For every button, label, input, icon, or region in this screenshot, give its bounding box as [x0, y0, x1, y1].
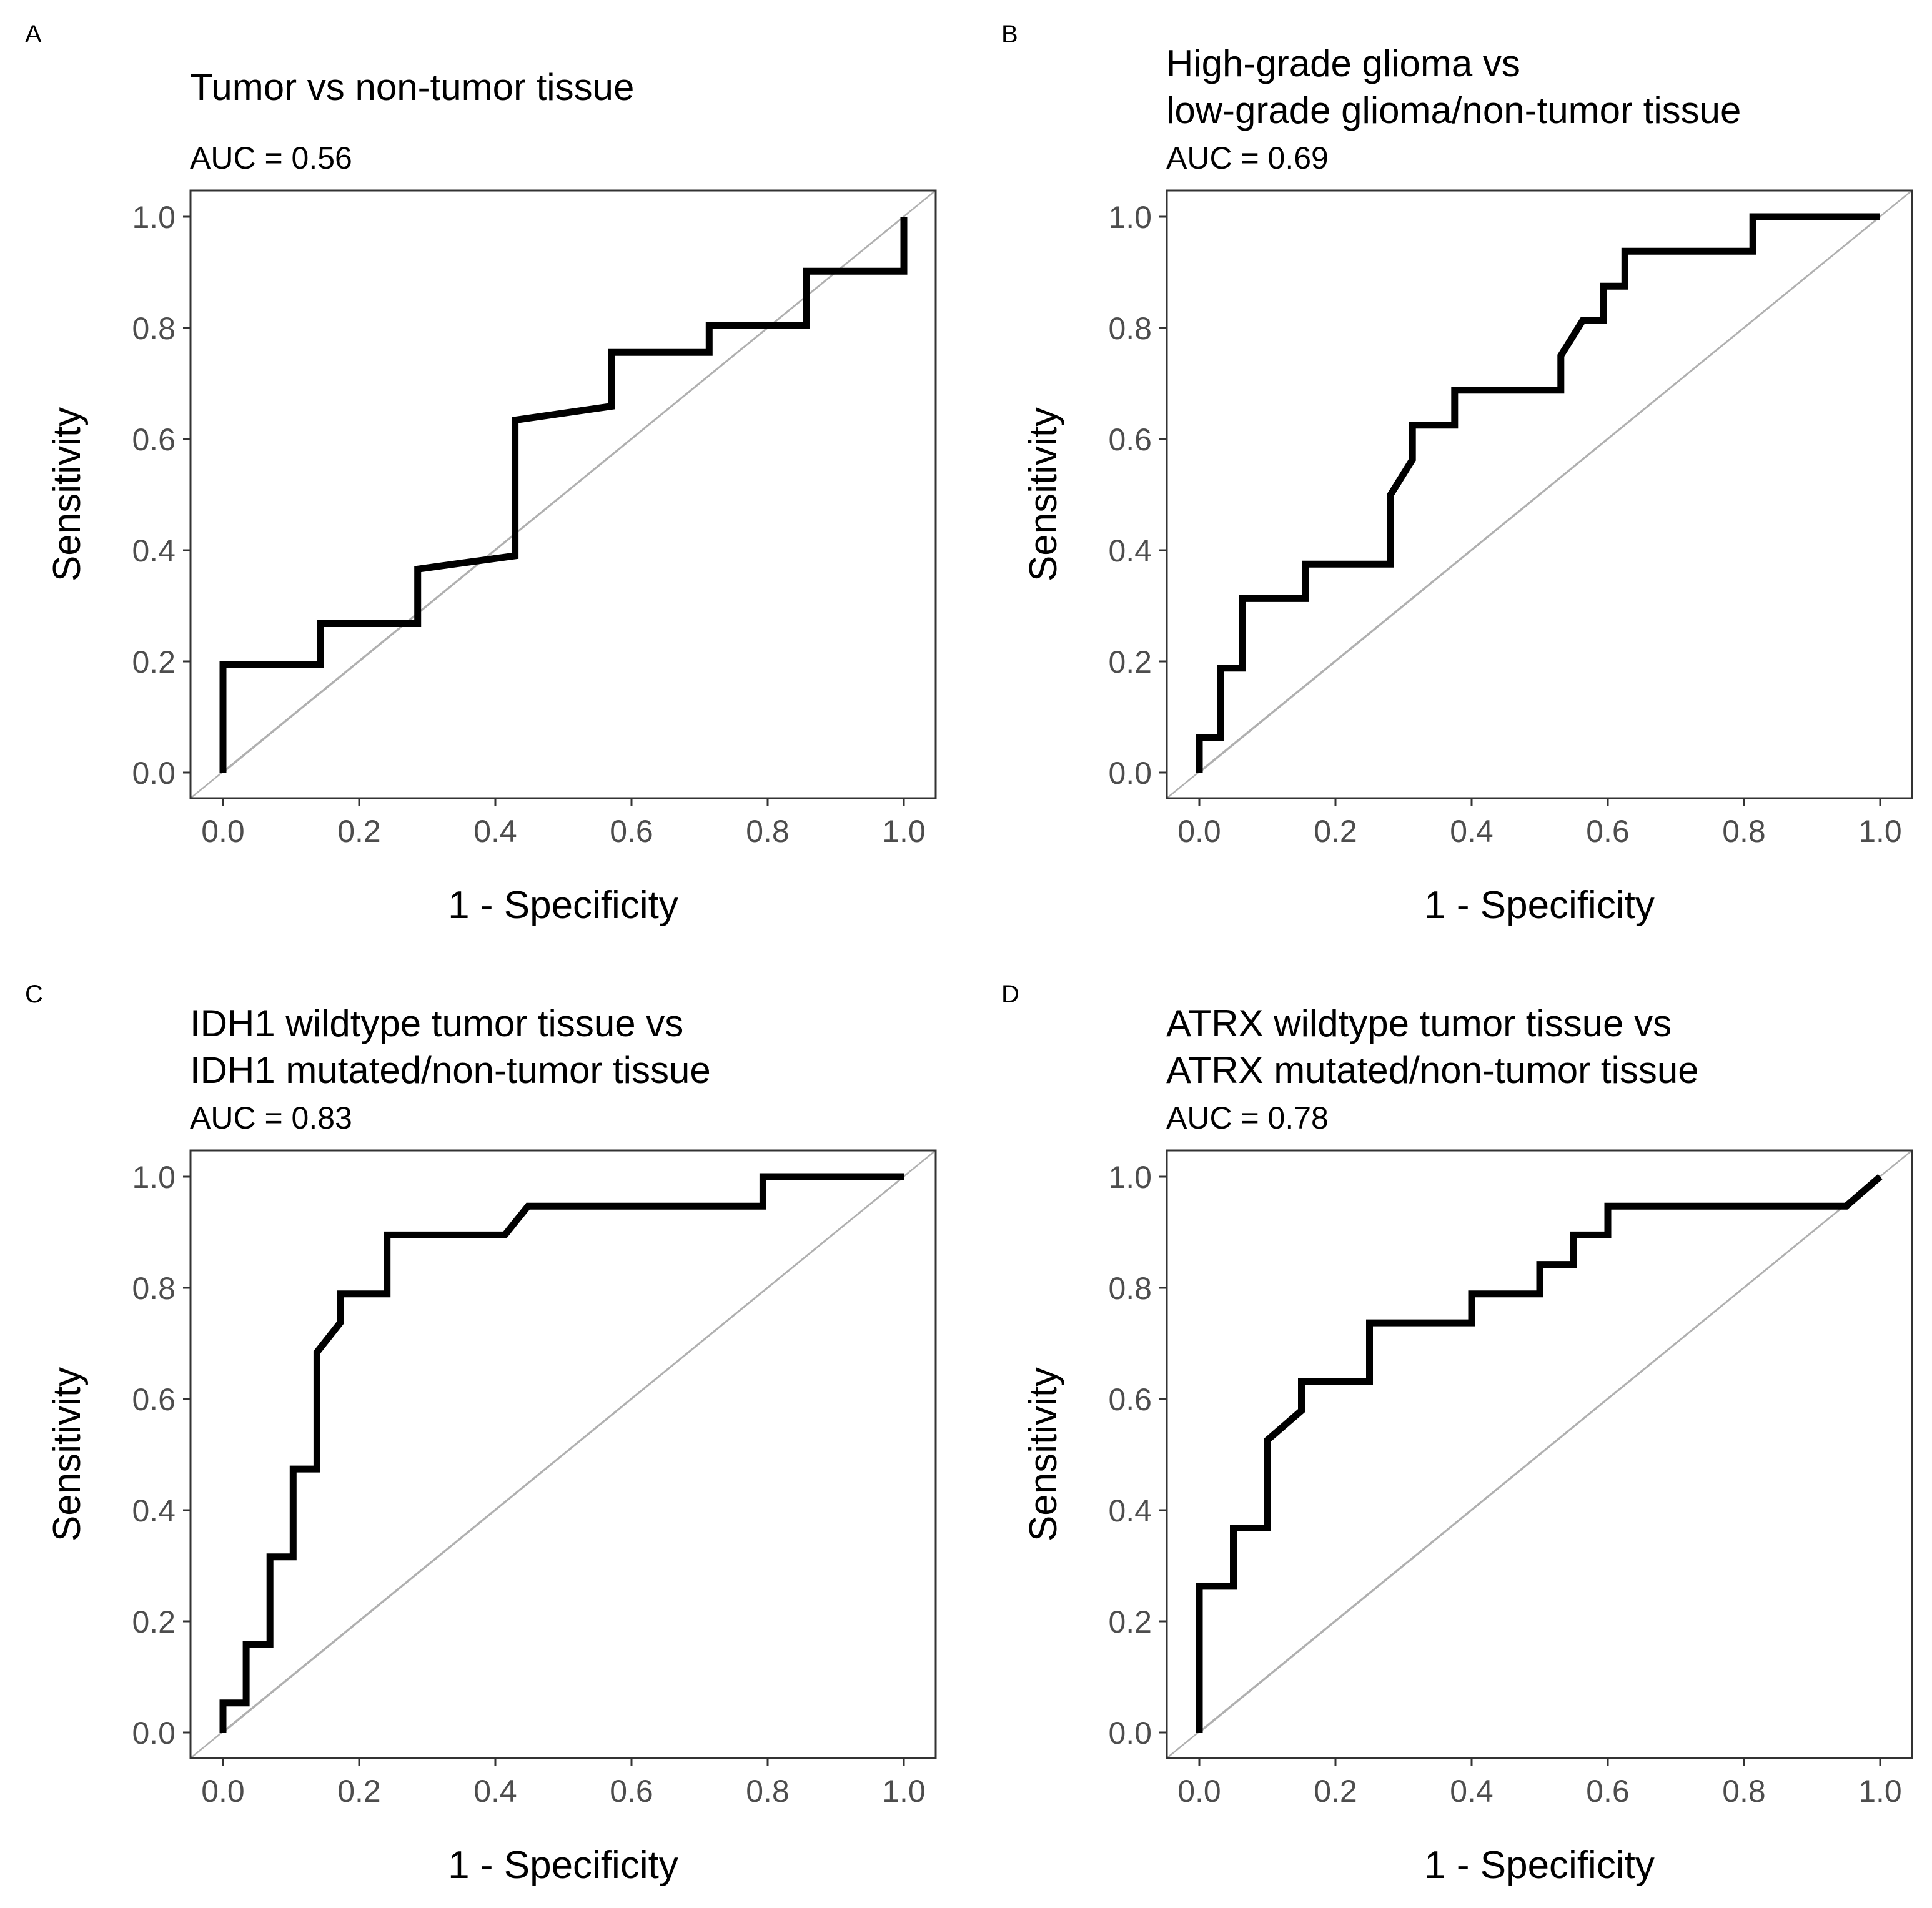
- x-tick-label: 1.0: [1858, 814, 1902, 849]
- y-tick-label: 1.0: [1108, 200, 1152, 235]
- x-tick-label: 1.0: [1858, 1774, 1902, 1809]
- chart-title-line: ATRX mutated/non-tumor tissue: [1166, 1049, 1699, 1091]
- y-tick-label: 0.4: [132, 1493, 176, 1528]
- auc-subtitle: AUC = 0.83: [190, 1100, 352, 1135]
- x-tick-label: 0.6: [1586, 1774, 1630, 1809]
- x-tick-label: 0.8: [746, 1774, 790, 1809]
- plot-frame: [1166, 189, 1913, 799]
- x-tick-label: 0.0: [201, 814, 245, 849]
- chart-title-line: ATRX wildtype tumor tissue vs: [1166, 1002, 1672, 1044]
- x-tick-label: 0.0: [1177, 814, 1221, 849]
- x-axis-title: 1 - Specificity: [1424, 1844, 1655, 1887]
- y-tick-label: 0.2: [132, 1604, 176, 1639]
- y-tick-label: 0.2: [1108, 645, 1152, 680]
- x-tick-label: 0.4: [473, 814, 517, 849]
- reference-diagonal-extended: [1166, 190, 1913, 799]
- panel-a: A Tumor vs non-tumor tissue AUC = 0.56 0.0 0…: [25, 21, 937, 927]
- panel-letter: D: [1001, 981, 1019, 1008]
- roc-curve: [219, 217, 908, 773]
- y-tick-label: 1.0: [132, 1160, 176, 1195]
- y-tick-label: 0.8: [1108, 311, 1152, 346]
- y-tick-label: 0.6: [1108, 422, 1152, 457]
- y-tick-label: 0.0: [1108, 756, 1152, 791]
- chart-title-line: IDH1 mutated/non-tumor tissue: [190, 1049, 711, 1091]
- auc-subtitle: AUC = 0.56: [190, 141, 352, 175]
- y-tick-label: 0.4: [1108, 1493, 1152, 1528]
- y-tick-label: 0.4: [132, 533, 176, 568]
- y-tick-label: 0.0: [132, 1716, 176, 1751]
- x-tick-label: 0.2: [337, 1774, 381, 1809]
- x-tick-label: 0.2: [1314, 1774, 1357, 1809]
- x-tick-label: 0.2: [337, 814, 381, 849]
- x-tick-label: 0.6: [610, 1774, 653, 1809]
- x-axis-title: 1 - Specificity: [448, 1844, 678, 1887]
- chart-title-line: IDH1 wildtype tumor tissue vs: [190, 1002, 683, 1044]
- y-axis-title: Sensitivity: [46, 407, 89, 581]
- plot-frame: [1166, 1149, 1913, 1759]
- x-tick-label: 0.8: [746, 814, 790, 849]
- x-axis-title: 1 - Specificity: [1424, 884, 1655, 927]
- y-tick-label: 1.0: [132, 200, 176, 235]
- reference-diagonal-extended: [1166, 1150, 1913, 1759]
- chart-title-line: Tumor vs non-tumor tissue: [190, 66, 634, 108]
- panel-b: B High-grade glioma vs low-grade glioma/no…: [1001, 21, 1913, 927]
- x-tick-label: 0.6: [610, 814, 653, 849]
- y-tick-label: 0.0: [1108, 1716, 1152, 1751]
- y-axis-title: Sensitivity: [1022, 1367, 1065, 1541]
- x-tick-label: 0.2: [1314, 814, 1357, 849]
- y-tick-label: 0.6: [1108, 1382, 1152, 1417]
- y-tick-label: 0.6: [132, 1382, 176, 1417]
- x-tick-label: 0.4: [473, 1774, 517, 1809]
- x-tick-label: 0.4: [1450, 814, 1494, 849]
- chart-title-line: High-grade glioma vs: [1166, 42, 1520, 84]
- panel-letter: C: [25, 981, 43, 1008]
- y-tick-label: 0.8: [1108, 1271, 1152, 1306]
- roc-curve: [219, 1173, 904, 1733]
- x-axis-title: 1 - Specificity: [448, 884, 678, 927]
- auc-subtitle: AUC = 0.69: [1166, 141, 1329, 175]
- x-tick-label: 0.4: [1450, 1774, 1494, 1809]
- panel-c: C IDH1 wildtype tumor tissue vs IDH1 mutat…: [25, 981, 937, 1887]
- auc-subtitle: AUC = 0.78: [1166, 1100, 1329, 1135]
- roc-curve: [1196, 213, 1880, 773]
- y-tick-label: 0.8: [132, 311, 176, 346]
- panel-letter: A: [25, 21, 42, 48]
- y-tick-label: 0.2: [1108, 1604, 1152, 1639]
- y-tick-label: 0.2: [132, 645, 176, 680]
- x-tick-label: 1.0: [882, 814, 926, 849]
- roc-curve: [1196, 1174, 1883, 1733]
- plot-frame: [189, 1149, 937, 1759]
- reference-diagonal-extended: [190, 190, 936, 799]
- panel-letter: B: [1001, 21, 1018, 48]
- y-axis-title: Sensitivity: [46, 1367, 89, 1541]
- y-axis-title: Sensitivity: [1022, 407, 1065, 581]
- y-tick-label: 1.0: [1108, 1160, 1152, 1195]
- y-tick-label: 0.8: [132, 1271, 176, 1306]
- chart-title-line: low-grade glioma/non-tumor tissue: [1166, 89, 1741, 131]
- y-tick-label: 0.4: [1108, 533, 1152, 568]
- x-tick-label: 0.0: [201, 1774, 245, 1809]
- x-tick-label: 0.8: [1722, 814, 1766, 849]
- plot-frame: [189, 189, 937, 799]
- x-tick-label: 0.0: [1177, 1774, 1221, 1809]
- x-tick-label: 0.6: [1586, 814, 1630, 849]
- y-tick-label: 0.6: [132, 422, 176, 457]
- y-tick-label: 0.0: [132, 756, 176, 791]
- panel-d: D ATRX wildtype tumor tissue vs ATRX mutat…: [1001, 981, 1913, 1887]
- reference-diagonal-extended: [190, 1150, 936, 1759]
- x-tick-label: 1.0: [882, 1774, 926, 1809]
- x-tick-label: 0.8: [1722, 1774, 1766, 1809]
